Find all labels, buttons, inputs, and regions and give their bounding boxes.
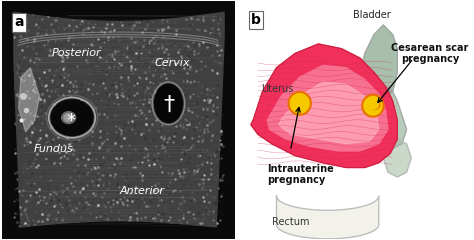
- Text: b: b: [251, 13, 261, 27]
- Text: *: *: [66, 112, 75, 130]
- Circle shape: [367, 97, 379, 109]
- Polygon shape: [12, 222, 225, 239]
- Circle shape: [362, 95, 383, 117]
- Ellipse shape: [368, 100, 380, 109]
- Polygon shape: [12, 11, 225, 229]
- Text: Intrauterine
pregnancy: Intrauterine pregnancy: [267, 164, 334, 186]
- Ellipse shape: [62, 112, 75, 124]
- Text: a: a: [14, 15, 24, 30]
- Polygon shape: [360, 25, 397, 101]
- Text: Rectum: Rectum: [272, 217, 309, 227]
- Ellipse shape: [64, 114, 73, 122]
- Ellipse shape: [51, 100, 93, 135]
- Polygon shape: [251, 44, 397, 168]
- Polygon shape: [379, 139, 411, 177]
- Text: Posterior: Posterior: [52, 48, 101, 59]
- Polygon shape: [2, 1, 12, 239]
- Polygon shape: [267, 65, 388, 151]
- Text: Uterus: Uterus: [261, 84, 294, 94]
- Text: Fundus: Fundus: [34, 144, 73, 154]
- Polygon shape: [276, 196, 379, 239]
- Ellipse shape: [155, 84, 182, 122]
- Polygon shape: [12, 1, 225, 20]
- Circle shape: [289, 92, 311, 115]
- Text: Cervix: Cervix: [154, 58, 190, 68]
- Text: †: †: [163, 95, 174, 114]
- Polygon shape: [279, 82, 379, 144]
- Polygon shape: [379, 87, 407, 149]
- Text: Bladder: Bladder: [353, 11, 391, 20]
- Text: Cesarean scar
pregnancy: Cesarean scar pregnancy: [391, 43, 468, 64]
- Polygon shape: [225, 1, 235, 239]
- Text: Anterior: Anterior: [119, 186, 164, 196]
- Polygon shape: [18, 68, 39, 132]
